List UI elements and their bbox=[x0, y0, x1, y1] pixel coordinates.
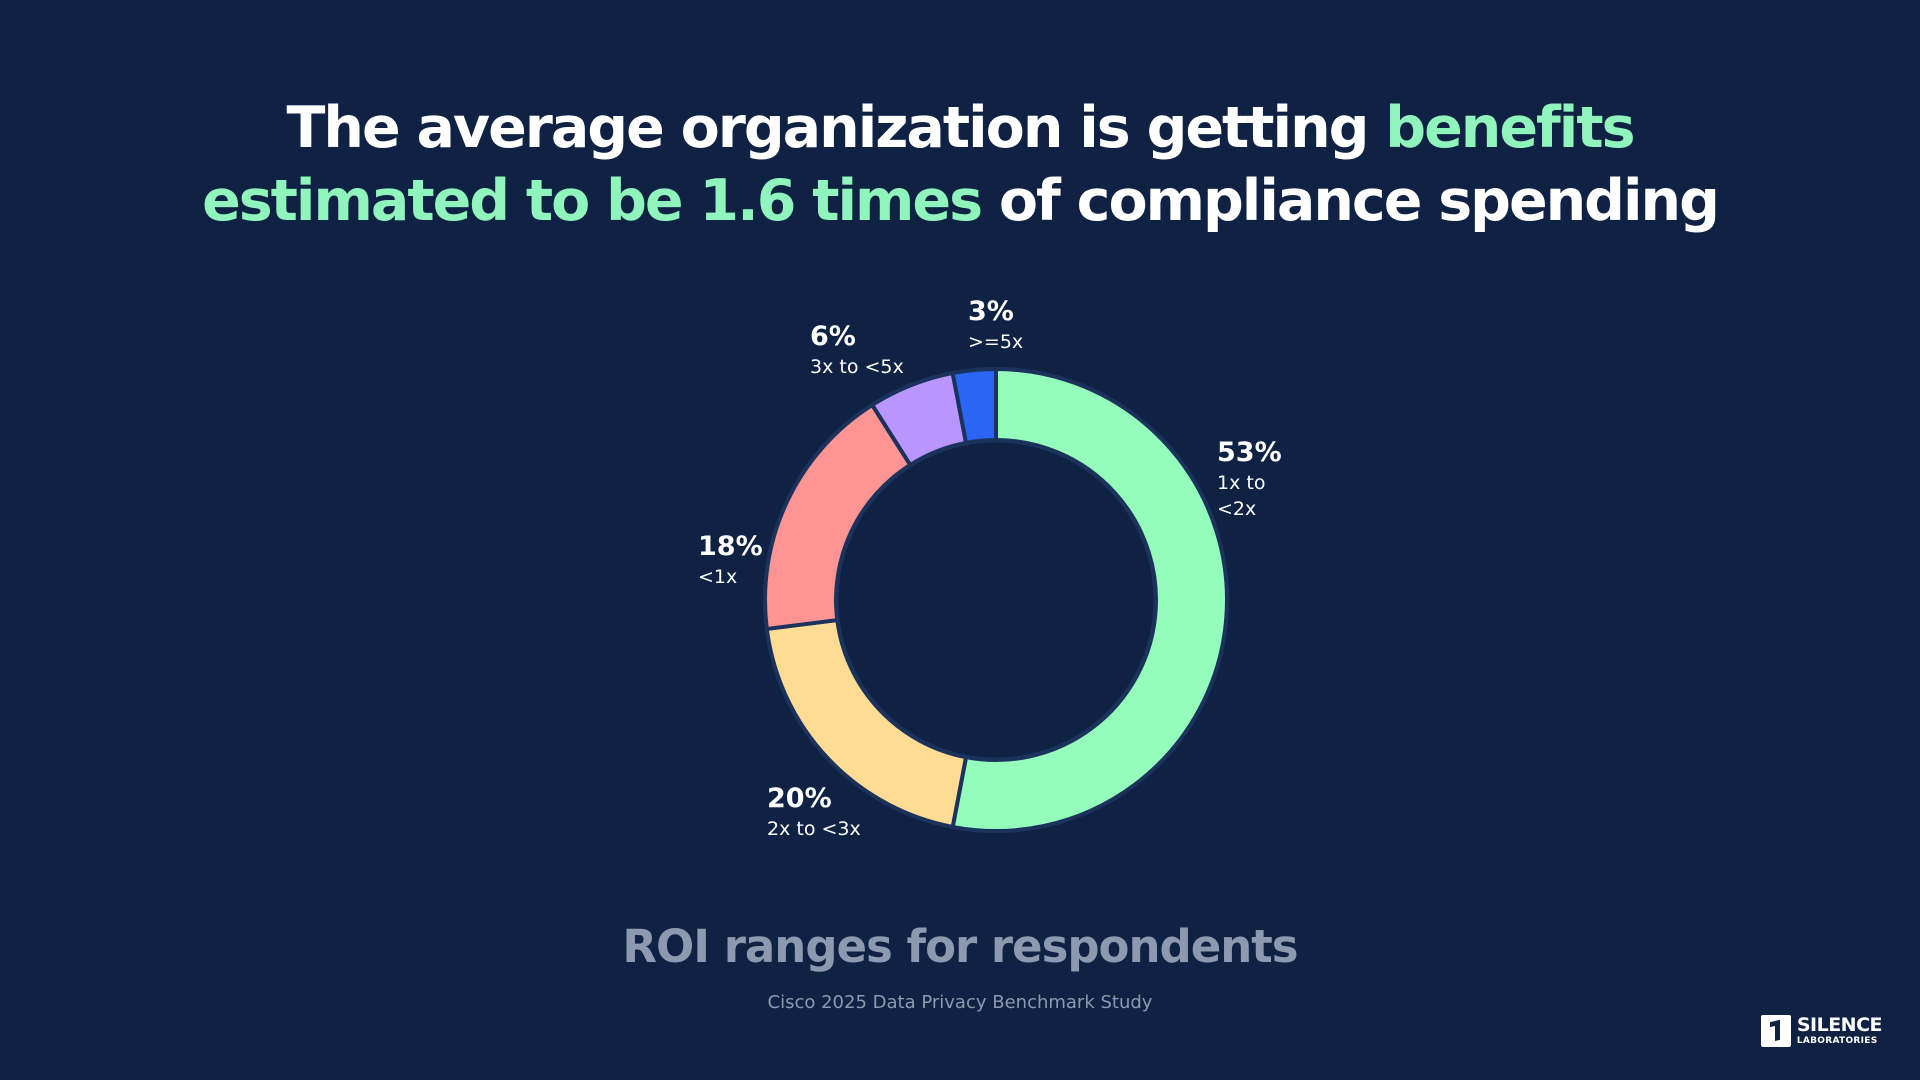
company-logo: SILENCE LABORATORIES bbox=[1760, 1014, 1883, 1047]
slice-1-percent-label: 53% bbox=[1217, 437, 1282, 468]
logo-mark-icon bbox=[1760, 1015, 1791, 1047]
chart-title: ROI ranges for respondents bbox=[622, 920, 1298, 973]
logo-text-bottom: LABORATORIES bbox=[1796, 1036, 1878, 1046]
slice-2-percent-label: 20% bbox=[767, 783, 832, 814]
slice-5-percent-label: 3% bbox=[968, 296, 1014, 327]
slice-4-percent-label: 6% bbox=[810, 321, 856, 352]
headline-accent2: estimated to be 1.6 times bbox=[202, 168, 983, 234]
donut-hole bbox=[835, 439, 1157, 761]
logo-text-top: SILENCE bbox=[1796, 1014, 1883, 1036]
slice-3-percent-label: 18% bbox=[698, 531, 763, 562]
headline: The average organization is getting bene… bbox=[0, 92, 1920, 238]
slice-4-category-label-1: 3x to <5x bbox=[810, 356, 904, 378]
slice-2-category-label-1: 2x to <3x bbox=[767, 818, 861, 840]
chart-source: Cisco 2025 Data Privacy Benchmark Study bbox=[767, 992, 1153, 1013]
slice-3-category-label-1: <1x bbox=[698, 566, 737, 588]
headline-accent1: benefits bbox=[1385, 95, 1635, 161]
slice-5-category-label-1: >=5x bbox=[968, 331, 1023, 353]
headline-part2: of compliance spending bbox=[981, 168, 1720, 234]
headline-part1: The average organization is getting bbox=[286, 95, 1386, 161]
slice-1-category-label-2: <2x bbox=[1217, 498, 1256, 520]
slice-1-category-label-1: 1x to bbox=[1217, 472, 1265, 494]
